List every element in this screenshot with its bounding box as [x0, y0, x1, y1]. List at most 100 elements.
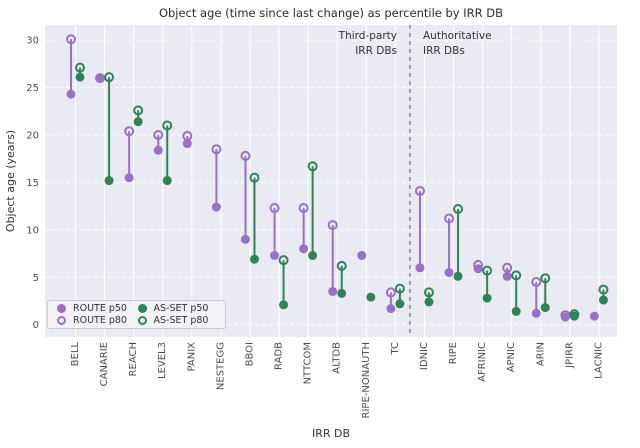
marks-layer: [66, 34, 609, 322]
annotation-authoritative-line2: IRR DBs: [423, 45, 465, 57]
route-p80-marker-apnic: [502, 262, 513, 273]
x-tick-label-tc: TC: [390, 342, 401, 356]
asset-p50-marker-level3: [162, 176, 172, 186]
x-tick-label-bboi: BBOI: [244, 342, 255, 366]
route-p50-marker-lacnic: [589, 311, 599, 321]
asset-p50-marker-idnic: [424, 297, 434, 307]
route-p50-marker-idnic: [415, 263, 425, 273]
asset-p50-marker-lacnic: [598, 295, 608, 305]
legend-item-route-p50: ROUTE p50: [57, 303, 138, 315]
chart-title: Object age (time since last change) as p…: [159, 6, 503, 20]
asset-p80-marker-arin: [540, 273, 551, 284]
route-p80-marker-arin: [531, 276, 542, 287]
asset-p50-marker-ripe-nonauth: [366, 292, 376, 302]
asset-p80-marker-idnic: [423, 287, 434, 298]
route-p80-marker-bboi: [240, 150, 251, 161]
asset-p50-marker-ripe: [453, 271, 463, 281]
legend-item-route-p80: ROUTE p80: [57, 315, 138, 327]
y-tick-label: 10: [26, 225, 39, 236]
asset-p80-marker-canarie: [104, 72, 115, 83]
plot-background-layer: [45, 25, 617, 337]
route-p50-marker-apnic: [502, 271, 512, 281]
annotation-third-party-line2: IRR DBs: [355, 45, 397, 57]
route-p50-marker-level3: [153, 145, 163, 155]
route-p50-marker-bboi: [240, 234, 250, 244]
x-tick-label-canarie: CANARIE: [99, 342, 110, 386]
route-p80-marker-radb: [269, 203, 280, 214]
legend-label: ROUTE p80: [73, 314, 127, 326]
asset-p50-marker-canarie: [104, 176, 114, 186]
route-p50-marker-ripe: [444, 268, 454, 278]
annotation-third-party-line1: Third-party: [338, 30, 397, 42]
x-tick-label-panix: PANIX: [186, 342, 197, 372]
gridlines-layer: [45, 25, 617, 337]
route-p80-marker-nttcom: [298, 203, 309, 214]
route-p80-marker-jpirr: [560, 310, 571, 321]
x-axis-label: IRR DB: [312, 427, 350, 440]
asset-p80-marker-nttcom: [307, 161, 318, 172]
asset-p80-marker-reach: [133, 105, 144, 116]
route-p50-marker-tc: [386, 304, 396, 314]
asset-p80-marker-afrinic: [482, 265, 493, 276]
asset-p50-marker-bell: [75, 72, 85, 82]
asset-p80-marker-level3: [162, 120, 173, 131]
legend-label: AS-SET p50: [153, 303, 209, 314]
asset-p50-marker-afrinic: [482, 293, 492, 303]
y-tick-label: 0: [33, 320, 39, 331]
route-p50-marker-panix: [182, 139, 192, 149]
asset-p50-marker-reach: [133, 117, 143, 127]
asset-p80-marker-apnic: [511, 270, 522, 281]
route-p80-marker-afrinic: [473, 259, 484, 270]
asset-p80-marker-ripe: [453, 203, 464, 214]
asset-p50-marker-arin: [540, 303, 550, 313]
asset-p80-marker-tc: [394, 283, 405, 294]
asset-p50-marker-apnic: [511, 306, 521, 316]
y-tick-label: 15: [26, 178, 39, 189]
route-p80-marker-level3: [153, 130, 164, 141]
x-tick-label-level3: LEVEL3: [157, 342, 168, 379]
route-p80-marker-altdb: [327, 220, 338, 231]
asset-p50-marker-radb: [279, 300, 289, 310]
legend-label: AS-SET p80: [153, 314, 209, 326]
route-p50-marker-ripe-nonauth: [357, 250, 367, 260]
x-tick-label-ripe: RIPE: [448, 342, 459, 364]
route-p50-marker-nestegg: [211, 202, 221, 212]
asset-p50-marker-tc: [395, 299, 405, 309]
asset-p80-marker-bell: [75, 62, 85, 73]
route-p80-marker-idnic: [414, 185, 425, 196]
asset-p80-marker-bboi: [249, 172, 260, 183]
y-axis-label: Object age (years): [4, 130, 17, 232]
legend-item-asset-p80: AS-SET p80: [137, 314, 219, 327]
x-tick-label-apnic: APNIC: [506, 342, 517, 372]
asset-p50-marker-bboi: [249, 254, 259, 264]
route-p50-marker-nttcom: [299, 244, 309, 254]
asset-p80-marker-lacnic: [598, 284, 609, 295]
y-tick-label: 30: [26, 36, 39, 47]
asset-p50-marker-nttcom: [308, 250, 318, 260]
x-tick-label-jpirr: JPIRR: [564, 342, 575, 369]
tick-labels-layer: 0 5 10 15 20 25 30 BELL CANARIE REACH LEVEL3 PANIX N…: [26, 36, 604, 419]
route-p50-marker-arin: [531, 308, 541, 318]
x-tick-label-nttcom: NTTCOM: [303, 342, 314, 384]
x-tick-label-lacnic: LACNIC: [593, 342, 604, 379]
route-p50-filled-marker-icon: [57, 304, 66, 314]
x-tick-label-bell: BELL: [70, 342, 81, 367]
asset-p80-marker-altdb: [336, 260, 347, 271]
asset-p80-marker-jpirr: [569, 309, 580, 320]
route-p80-open-marker-icon: [57, 315, 66, 325]
route-p80-marker-canarie: [95, 73, 106, 84]
route-p50-marker-reach: [124, 173, 134, 183]
x-tick-label-radb: RADB: [274, 342, 285, 370]
legend-label: ROUTE p50: [73, 303, 127, 314]
route-p80-marker-ripe: [444, 213, 455, 224]
x-tick-label-reach: REACH: [128, 342, 139, 376]
asset-p50-marker-altdb: [337, 288, 347, 298]
asset-p80-open-marker-icon: [137, 315, 147, 325]
route-p80-marker-reach: [124, 126, 135, 137]
x-tick-label-afrinic: AFRINIC: [477, 342, 488, 382]
x-tick-label-ripe-nonauth: RIPE-NONAUTH: [361, 342, 372, 418]
annotation-authoritative-line1: Authoritative: [423, 30, 492, 42]
x-tick-label-idnic: IDNIC: [419, 342, 430, 370]
route-p80-marker-panix: [182, 130, 193, 141]
